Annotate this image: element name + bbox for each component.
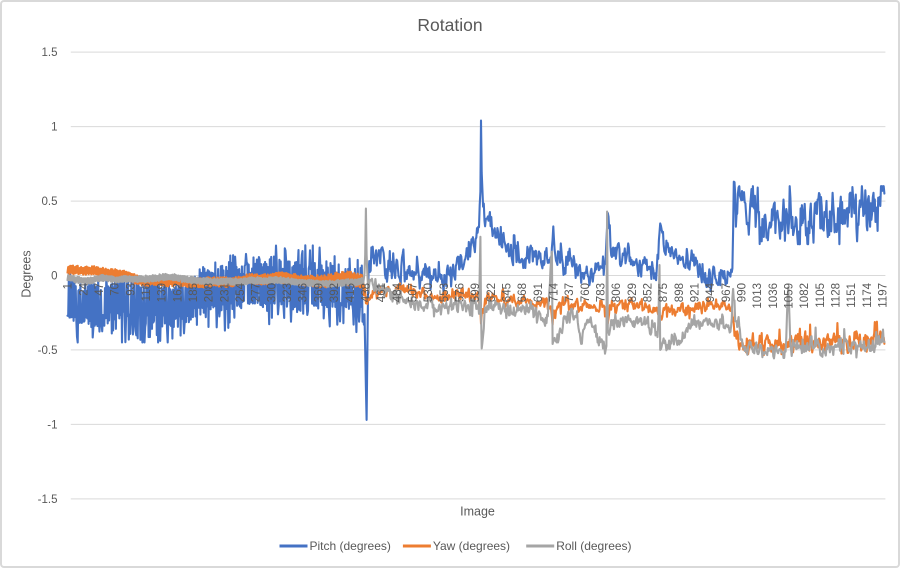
svg-text:1.5: 1.5 bbox=[42, 47, 58, 59]
svg-text:438: 438 bbox=[360, 283, 372, 302]
svg-text:47: 47 bbox=[94, 283, 106, 296]
svg-text:1013: 1013 bbox=[752, 283, 764, 309]
svg-text:484: 484 bbox=[392, 282, 404, 302]
svg-text:553: 553 bbox=[439, 283, 451, 302]
svg-text:1174: 1174 bbox=[862, 282, 874, 307]
svg-text:1105: 1105 bbox=[815, 283, 827, 308]
svg-text:208: 208 bbox=[204, 283, 216, 302]
svg-text:737: 737 bbox=[564, 283, 576, 302]
svg-text:898: 898 bbox=[674, 283, 686, 302]
svg-text:530: 530 bbox=[423, 283, 435, 302]
svg-text:967: 967 bbox=[721, 283, 733, 302]
svg-text:-1: -1 bbox=[47, 419, 57, 431]
svg-text:93: 93 bbox=[125, 283, 137, 296]
svg-text:507: 507 bbox=[407, 283, 419, 302]
svg-text:Degrees: Degrees bbox=[20, 250, 34, 297]
svg-text:0.5: 0.5 bbox=[42, 196, 58, 208]
svg-text:Roll (degrees): Roll (degrees) bbox=[556, 539, 631, 553]
svg-text:346: 346 bbox=[298, 283, 310, 302]
svg-text:1197: 1197 bbox=[878, 283, 890, 308]
svg-text:231: 231 bbox=[219, 283, 231, 302]
svg-text:300: 300 bbox=[266, 283, 278, 302]
svg-text:1059: 1059 bbox=[784, 283, 796, 309]
svg-text:Pitch (degrees): Pitch (degrees) bbox=[310, 539, 391, 553]
svg-text:162: 162 bbox=[172, 283, 184, 302]
svg-text:-0.5: -0.5 bbox=[38, 345, 58, 357]
svg-text:1: 1 bbox=[51, 122, 57, 134]
svg-text:277: 277 bbox=[251, 283, 263, 302]
svg-text:1082: 1082 bbox=[799, 283, 811, 309]
svg-text:599: 599 bbox=[470, 283, 482, 302]
svg-text:783: 783 bbox=[596, 283, 608, 302]
svg-text:Image: Image bbox=[460, 505, 495, 519]
svg-text:852: 852 bbox=[643, 283, 655, 302]
svg-text:1036: 1036 bbox=[768, 283, 780, 309]
svg-text:645: 645 bbox=[502, 283, 514, 302]
svg-text:0: 0 bbox=[51, 270, 57, 282]
svg-text:668: 668 bbox=[517, 283, 529, 302]
svg-text:139: 139 bbox=[157, 283, 169, 302]
svg-text:461: 461 bbox=[376, 283, 388, 302]
svg-text:1: 1 bbox=[63, 283, 75, 289]
svg-text:323: 323 bbox=[282, 283, 294, 302]
svg-text:116: 116 bbox=[141, 283, 153, 301]
svg-text:254: 254 bbox=[235, 282, 247, 302]
svg-text:70: 70 bbox=[110, 283, 122, 296]
svg-text:691: 691 bbox=[533, 283, 545, 302]
svg-text:392: 392 bbox=[329, 283, 341, 302]
svg-text:921: 921 bbox=[690, 283, 702, 302]
svg-text:415: 415 bbox=[345, 283, 357, 302]
svg-text:369: 369 bbox=[313, 283, 325, 302]
svg-text:24: 24 bbox=[78, 282, 90, 295]
svg-text:875: 875 bbox=[658, 283, 670, 302]
svg-text:829: 829 bbox=[627, 283, 639, 302]
svg-text:944: 944 bbox=[705, 282, 717, 302]
svg-text:185: 185 bbox=[188, 283, 200, 302]
svg-text:714: 714 bbox=[549, 282, 561, 302]
svg-text:1128: 1128 bbox=[831, 283, 843, 308]
svg-text:Yaw (degrees): Yaw (degrees) bbox=[433, 539, 510, 553]
svg-text:806: 806 bbox=[611, 283, 623, 302]
svg-text:576: 576 bbox=[454, 283, 466, 302]
svg-text:990: 990 bbox=[737, 283, 749, 302]
svg-text:Rotation: Rotation bbox=[417, 15, 482, 35]
svg-text:622: 622 bbox=[486, 283, 498, 302]
svg-text:-1.5: -1.5 bbox=[38, 494, 58, 506]
svg-text:1151: 1151 bbox=[846, 283, 858, 308]
svg-text:760: 760 bbox=[580, 283, 592, 302]
